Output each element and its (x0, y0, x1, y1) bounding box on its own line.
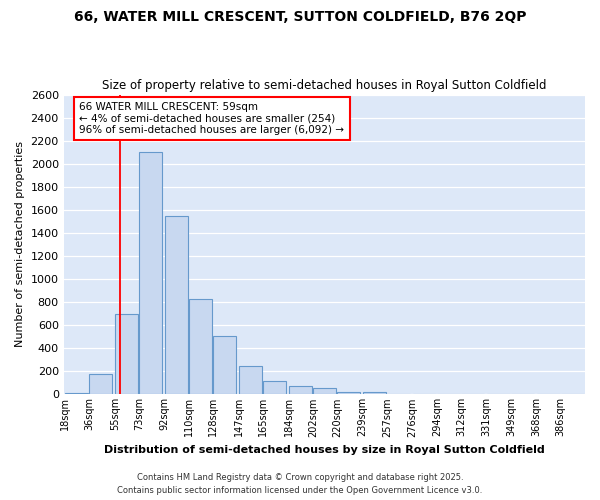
Bar (189, 298, 212, 394)
Bar (337, 392, 361, 394)
Text: Contains HM Land Registry data © Crown copyright and database right 2025.
Contai: Contains HM Land Registry data © Crown c… (118, 474, 482, 495)
Bar (263, 380, 286, 394)
Bar (363, 392, 386, 394)
Bar (239, 366, 262, 394)
Title: Size of property relative to semi-detached houses in Royal Sutton Coldfield: Size of property relative to semi-detach… (102, 79, 547, 92)
Bar (115, 314, 138, 394)
Y-axis label: Number of semi-detached properties: Number of semi-detached properties (15, 142, 25, 348)
Bar (289, 386, 312, 394)
Bar (165, 216, 188, 394)
Bar (313, 388, 336, 394)
Bar (139, 152, 162, 394)
Text: 66, WATER MILL CRESCENT, SUTTON COLDFIELD, B76 2QP: 66, WATER MILL CRESCENT, SUTTON COLDFIEL… (74, 10, 526, 24)
Bar (213, 336, 236, 394)
Bar (65, 392, 88, 394)
X-axis label: Distribution of semi-detached houses by size in Royal Sutton Coldfield: Distribution of semi-detached houses by … (104, 445, 545, 455)
Bar (89, 374, 112, 394)
Text: 66 WATER MILL CRESCENT: 59sqm
← 4% of semi-detached houses are smaller (254)
96%: 66 WATER MILL CRESCENT: 59sqm ← 4% of se… (79, 102, 344, 136)
